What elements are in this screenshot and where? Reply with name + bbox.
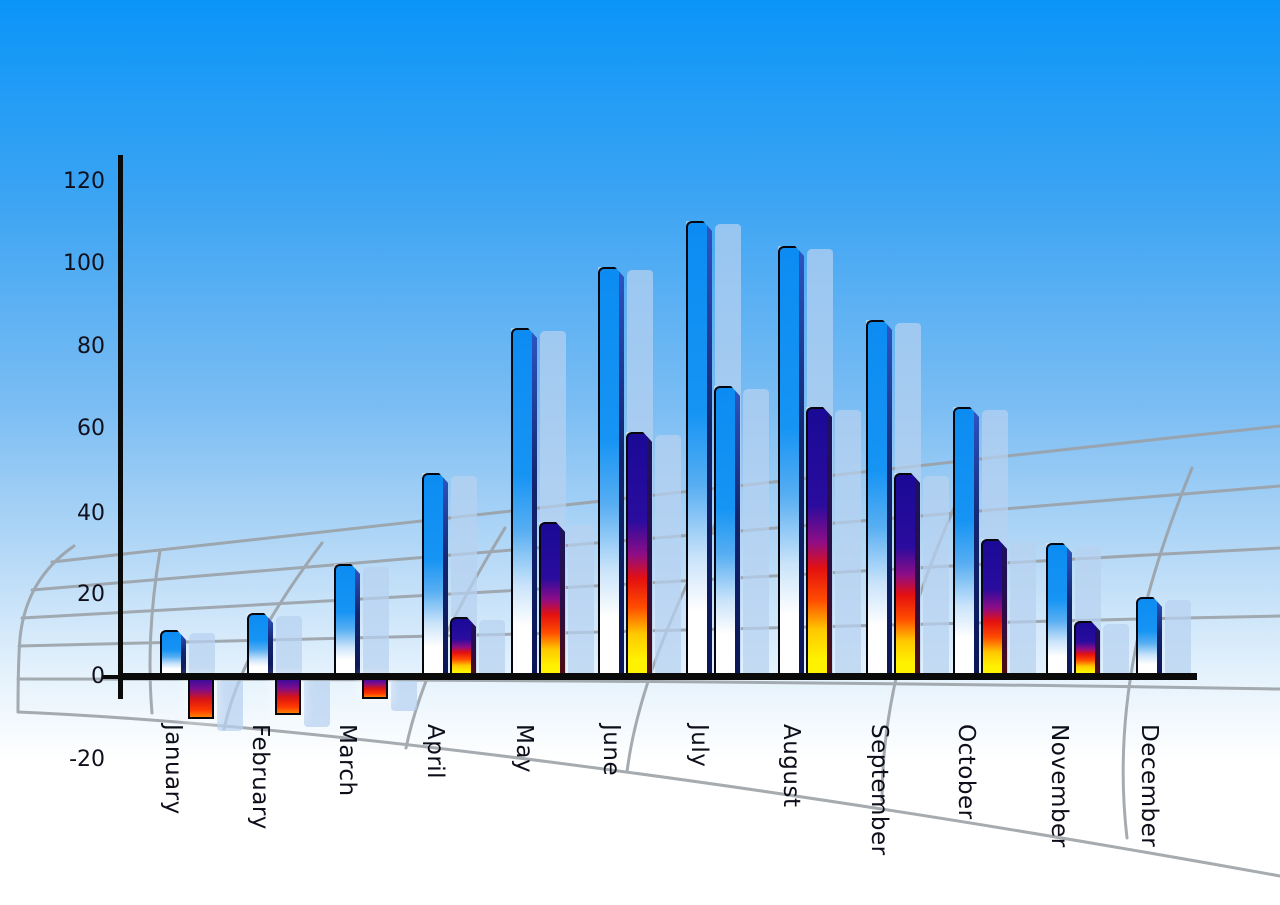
x-tick-label-november: November <box>1046 724 1072 848</box>
x-tick-label-march: March <box>334 724 360 797</box>
bar-primary-may <box>511 328 537 675</box>
bar-bevel <box>268 615 273 675</box>
bar-primary-july <box>686 221 712 675</box>
bar-primary-august <box>778 246 804 675</box>
x-tick-label-september: September <box>866 724 892 856</box>
bar-primary-january <box>160 630 186 675</box>
bar-primary-february <box>247 613 273 675</box>
bar-primary-march <box>334 564 360 675</box>
bar-primary-september <box>866 320 892 675</box>
bar-secondary-july <box>714 386 740 675</box>
bar-secondary-august <box>806 407 832 675</box>
bar-secondary-november <box>1074 621 1100 675</box>
bar-bevel <box>1095 623 1100 675</box>
bar-bevel <box>560 524 565 675</box>
x-tick-label-july: July <box>686 724 712 768</box>
y-tick-label: 60 <box>77 416 105 441</box>
bar-shadow <box>189 633 215 680</box>
y-tick-label: 0 <box>91 664 105 689</box>
bar-bevel <box>443 475 448 675</box>
bar-bevel <box>1067 545 1072 675</box>
x-tick-label-june: June <box>598 724 624 777</box>
bar-bevel <box>619 269 624 675</box>
bar-secondary-september <box>894 473 920 675</box>
bar-bevel <box>1157 599 1162 675</box>
bar-shadow <box>1010 542 1036 680</box>
bar-bevel <box>799 248 804 675</box>
bar-shadow <box>743 389 769 680</box>
y-tick-label: 80 <box>77 334 105 359</box>
bar-shadow <box>217 681 243 731</box>
bar-shadow <box>479 620 505 680</box>
bar-bevel <box>532 330 537 675</box>
x-tick-label-august: August <box>778 724 804 808</box>
bar-bevel <box>735 388 740 675</box>
bar-primary-november <box>1046 543 1072 675</box>
bar-secondary-june <box>626 432 652 675</box>
y-tick-label: 100 <box>63 251 105 276</box>
y-tick-label: 40 <box>77 501 105 526</box>
bar-primary-october <box>953 407 979 675</box>
y-tick-label: -20 <box>69 747 105 772</box>
bar-bevel <box>1002 541 1007 675</box>
x-tick-label-april: April <box>422 724 448 780</box>
bar-secondary-february <box>275 678 301 715</box>
bar-secondary-april <box>450 617 476 675</box>
x-tick-label-january: January <box>160 724 186 815</box>
bar-bevel <box>647 434 652 675</box>
x-tick-label-february: February <box>247 724 273 830</box>
bar-shadow <box>1165 600 1191 680</box>
bar-secondary-october <box>981 539 1007 675</box>
x-tick-label-may: May <box>511 724 537 774</box>
bar-bevel <box>915 475 920 675</box>
bar-bevel <box>355 566 360 675</box>
x-axis-line <box>118 673 1197 680</box>
y-axis-line <box>118 155 123 699</box>
zero-tick <box>103 675 119 679</box>
bar-shadow <box>391 681 417 711</box>
bar-shadow <box>304 681 330 727</box>
bar-secondary-march <box>362 678 388 699</box>
bar-bevel <box>471 619 476 675</box>
bar-primary-april <box>422 473 448 675</box>
bar-bevel <box>827 409 832 675</box>
bar-shadow <box>835 410 861 680</box>
bar-primary-june <box>598 267 624 675</box>
bar-bevel <box>707 223 712 675</box>
bar-shadow <box>568 525 594 680</box>
bar-shadow <box>276 616 302 680</box>
x-tick-label-october: October <box>953 724 979 820</box>
bar-secondary-january <box>188 678 214 719</box>
y-tick-label: 20 <box>77 582 105 607</box>
bar-shadow <box>655 435 681 680</box>
bar-shadow <box>363 567 389 680</box>
bar-bevel <box>887 322 892 675</box>
bar-bevel <box>974 409 979 675</box>
bar-secondary-may <box>539 522 565 675</box>
bar-shadow <box>923 476 949 680</box>
x-tick-label-december: December <box>1136 724 1162 848</box>
bar-primary-december <box>1136 597 1162 675</box>
y-tick-label: 120 <box>63 169 105 194</box>
bar-shadow <box>1103 624 1129 680</box>
bar-bevel <box>181 632 186 675</box>
